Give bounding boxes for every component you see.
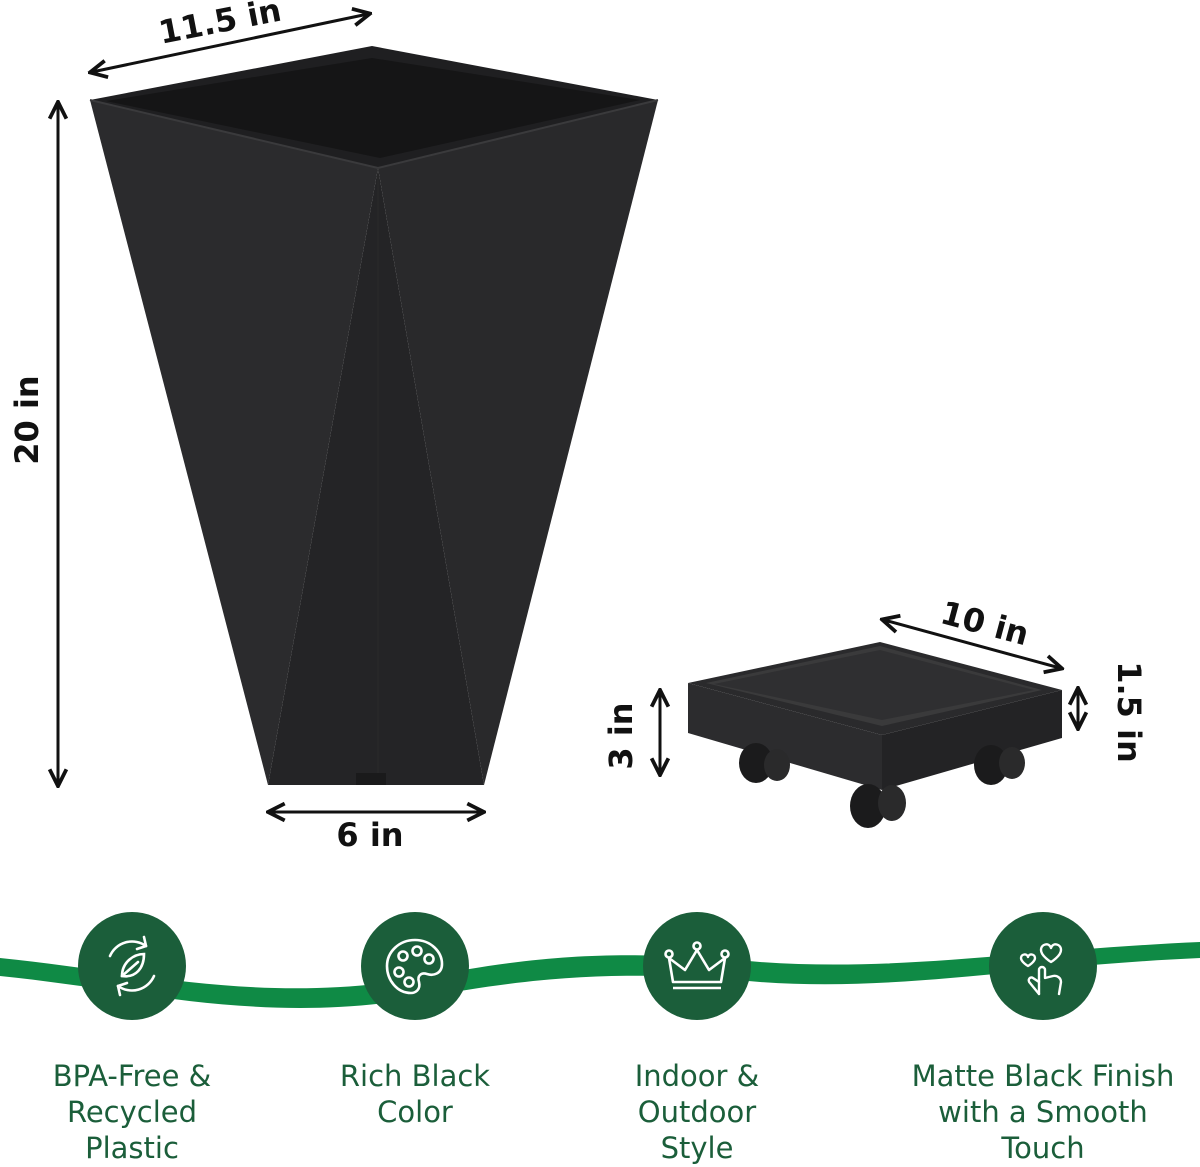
- caddy-rim-label: 1.5 in: [1110, 661, 1148, 763]
- palette-icon: [385, 938, 444, 995]
- dimension-caddy-height: 3 in: [602, 692, 660, 773]
- recycle-leaf-icon: [108, 935, 156, 997]
- dimension-bottom-width: 6 in: [270, 812, 482, 854]
- feature-icon-3: [643, 912, 751, 1020]
- planter: [89, 46, 659, 785]
- height-label: 20 in: [8, 375, 46, 464]
- feature-icon-2: [361, 912, 469, 1020]
- caddy-height-label: 3 in: [602, 702, 640, 769]
- feature-icon-4: [989, 912, 1097, 1020]
- feature-label-rich-black: Rich Black Color: [339, 1059, 491, 1129]
- dimension-height: 20 in: [8, 104, 58, 784]
- feature-label-matte-finish: Matte Black Finish with a Smooth Touch: [911, 1059, 1175, 1165]
- feature-label-indoor-outdoor: Indoor & Outdoor Style: [634, 1059, 760, 1165]
- green-wave: [0, 942, 1200, 1008]
- caddy-wheels: [739, 743, 1025, 828]
- feature-icon-1: [78, 912, 186, 1020]
- caddy-width-label: 10 in: [937, 593, 1033, 653]
- touch-hearts-icon: [1019, 943, 1063, 996]
- plant-caddy: [688, 642, 1062, 828]
- feature-label-bpa-free: BPA-Free & Recycled Plastic: [52, 1059, 212, 1165]
- dimension-caddy-rim: 1.5 in: [1078, 661, 1148, 763]
- bottom-width-label: 6 in: [336, 816, 403, 854]
- crown-icon: [664, 941, 730, 990]
